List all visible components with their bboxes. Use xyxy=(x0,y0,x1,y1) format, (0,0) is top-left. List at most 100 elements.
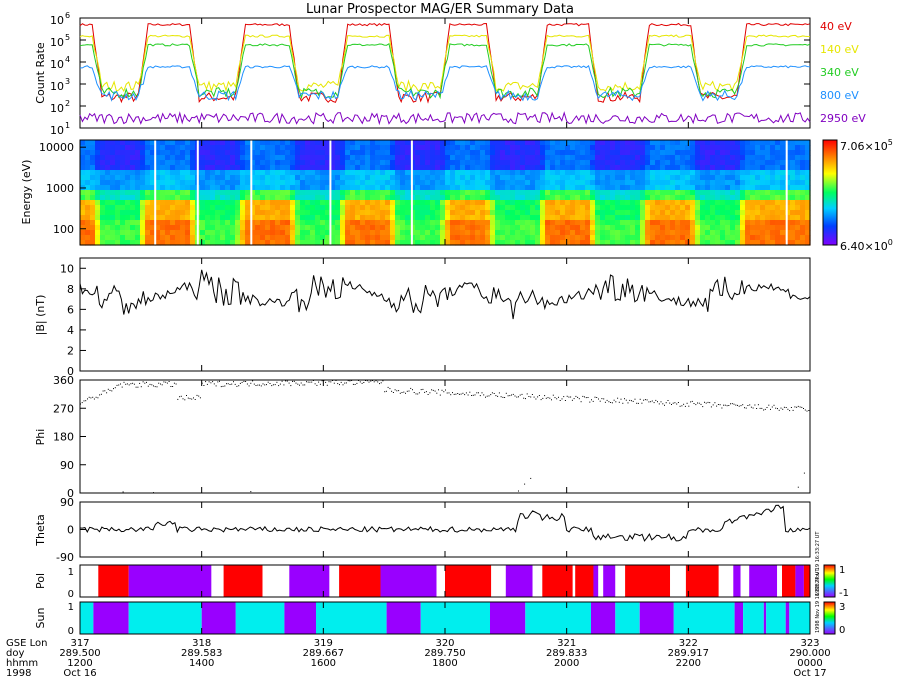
spectrogram-cell xyxy=(100,145,106,151)
spectrogram-cell xyxy=(285,205,291,211)
spectrogram-cell xyxy=(340,200,346,206)
spectrogram-cell xyxy=(290,150,296,156)
phi-point xyxy=(391,390,393,392)
spectrogram-cell xyxy=(250,200,256,206)
spectrogram-cell xyxy=(510,235,516,241)
phi-point xyxy=(644,399,646,401)
spectrogram-cell xyxy=(695,215,701,221)
spectrogram-cell xyxy=(745,225,751,231)
spectrogram-cell xyxy=(450,225,456,231)
spectrogram-cell xyxy=(695,195,701,201)
spectrogram-cell xyxy=(420,140,426,146)
sunlight-stamp: 1998 Nov 19 16:33:27 UT xyxy=(815,568,821,633)
spectrogram-cell xyxy=(90,205,96,211)
spectrogram-cell xyxy=(485,150,491,156)
spectrogram-cell xyxy=(630,230,636,236)
spectrogram-cell xyxy=(480,215,486,221)
spectrogram-cell xyxy=(280,190,286,196)
sunlight-panel: Sun 1 0 1998 Nov 19 16:33:27 UT 3 0 xyxy=(34,568,845,637)
spectrogram-cell xyxy=(350,220,356,226)
spectrogram-cell xyxy=(665,140,671,146)
spectrogram-cell xyxy=(330,215,336,221)
spectrogram-cell xyxy=(355,170,361,176)
spectrogram-cell xyxy=(160,190,166,196)
spectrogram-cell xyxy=(735,220,741,226)
spectrogram-cell xyxy=(475,215,481,221)
spectrogram-cell xyxy=(375,215,381,221)
spectrogram-cell xyxy=(445,165,451,171)
spectrogram-cell xyxy=(735,230,741,236)
spectrogram-cell xyxy=(545,200,551,206)
spectrogram-cell xyxy=(190,195,196,201)
spectrogram-cell xyxy=(385,165,391,171)
spectrogram-cell xyxy=(635,190,641,196)
spectrogram-cell xyxy=(785,240,791,246)
spectrogram-cell xyxy=(130,210,136,216)
spectrogram-cell xyxy=(540,195,546,201)
spectrogram-cell xyxy=(355,145,361,151)
phi-point xyxy=(756,408,758,409)
spectrogram-cell xyxy=(465,240,471,246)
spectrogram-cell xyxy=(245,160,251,166)
spectrogram-cell xyxy=(805,160,811,166)
spectrogram-cell xyxy=(390,235,396,241)
spectrogram-cell xyxy=(785,185,791,191)
spectrogram-cell xyxy=(580,215,586,221)
x-axis-row-labels: GSE Lon doy hhmm 1998 xyxy=(6,638,47,679)
phi-point xyxy=(657,401,658,403)
spectrogram-cell xyxy=(385,200,391,206)
spectrogram-cell xyxy=(215,210,221,216)
spectrogram-cell xyxy=(565,175,571,181)
spectrogram-cell xyxy=(350,190,356,196)
spectrogram-cell xyxy=(545,235,551,241)
spectrogram-cell xyxy=(650,145,656,151)
spectrogram-cell xyxy=(760,210,766,216)
sunlight-segment-9 xyxy=(490,602,526,634)
spectrogram-cell xyxy=(170,210,176,216)
spectrogram-cell xyxy=(85,155,91,161)
x-label-1-2: 1400 xyxy=(189,658,214,669)
spectrogram-cell xyxy=(585,200,591,206)
spectrogram-cell xyxy=(155,170,161,176)
spectrogram-cell xyxy=(440,205,446,211)
spectrogram-cell xyxy=(400,175,406,181)
spectrogram-cell xyxy=(610,230,616,236)
spectrogram-cell xyxy=(385,160,391,166)
spectrogram-cell xyxy=(705,170,711,176)
spectrogram-cell xyxy=(130,215,136,221)
spectrogram-cell xyxy=(150,170,156,176)
spectrogram-cell xyxy=(705,140,711,146)
spectrogram-cell xyxy=(595,155,601,161)
spectrogram-cell xyxy=(210,165,216,171)
phi-point xyxy=(679,405,681,407)
spectrogram-cell xyxy=(610,195,616,201)
spectrogram-cell xyxy=(760,185,766,191)
spectrogram-cell xyxy=(320,180,326,186)
spectrogram-colorbar xyxy=(822,139,838,246)
spectrogram-cell xyxy=(555,150,561,156)
spectrogram-cell xyxy=(420,215,426,221)
spectrogram-cell xyxy=(650,175,656,181)
spectrogram-cell xyxy=(790,160,796,166)
spectrogram-cell xyxy=(300,170,306,176)
spectrogram-cell xyxy=(745,205,751,211)
spectrogram-cell xyxy=(615,220,621,226)
spectrogram-cell xyxy=(625,210,631,216)
spectrogram-cell xyxy=(565,215,571,221)
spectrogram-cell xyxy=(540,190,546,196)
spectrogram-cell xyxy=(180,175,186,181)
spectrogram-cell xyxy=(315,140,321,146)
spectrogram-cell xyxy=(680,155,686,161)
spectrogram-cell xyxy=(170,145,176,151)
spectrogram-cell xyxy=(505,235,511,241)
phi-point xyxy=(424,391,426,393)
spectrogram-cell xyxy=(550,140,556,146)
spectrogram-cell xyxy=(620,150,626,156)
spectrogram-cell xyxy=(525,200,531,206)
spectrogram-cell xyxy=(645,195,651,201)
spectrogram-cell xyxy=(385,185,391,191)
spectrogram-cell xyxy=(580,240,586,246)
spectrogram-cell xyxy=(260,160,266,166)
phi-point xyxy=(674,402,676,404)
spectrogram-cell xyxy=(660,220,666,226)
